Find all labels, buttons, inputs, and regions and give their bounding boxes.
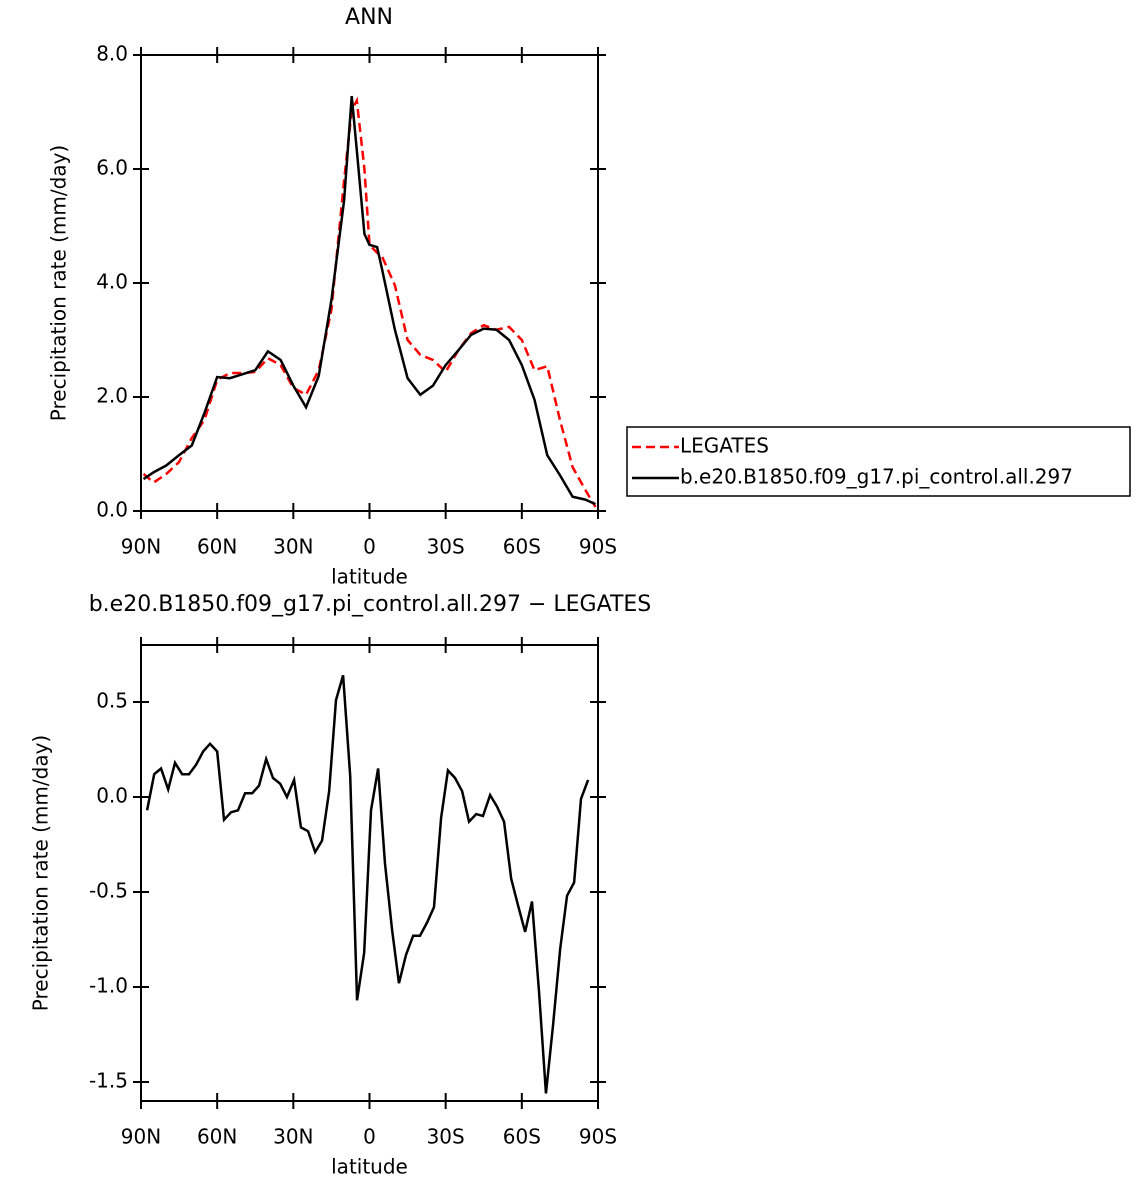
- x-axis-label: latitude: [331, 1155, 408, 1179]
- plot-frame: [140, 54, 599, 512]
- y-tick-label: 0.0: [96, 498, 128, 522]
- x-tick-label: 30N: [273, 535, 313, 559]
- plot-frame: [140, 644, 599, 1102]
- y-tick-label: 4.0: [96, 270, 128, 294]
- x-tick-label: 0: [363, 535, 376, 559]
- legend-label: LEGATES: [680, 434, 769, 458]
- x-tick-label: 30N: [273, 1125, 313, 1149]
- y-tick-label: 0.5: [96, 689, 128, 713]
- y-tick-label: 6.0: [96, 156, 128, 180]
- x-tick-label: 90S: [579, 1125, 617, 1149]
- y-tick-label: -0.5: [89, 879, 128, 903]
- x-tick-label: 60N: [197, 535, 237, 559]
- data-line: [142, 95, 596, 506]
- x-tick-label: 90N: [121, 535, 161, 559]
- y-tick-label: 8.0: [96, 42, 128, 66]
- y-tick-label: -1.5: [89, 1069, 128, 1093]
- x-tick-label: 60S: [503, 535, 541, 559]
- y-axis-label: Precipitation rate (mm/day): [29, 735, 53, 1011]
- x-tick-label: 90N: [121, 1125, 161, 1149]
- x-tick-label: 60N: [197, 1125, 237, 1149]
- y-tick-label: 2.0: [96, 384, 128, 408]
- data-line: [142, 96, 597, 508]
- legend-label: b.e20.B1850.f09_g17.pi_control.all.297: [680, 465, 1073, 489]
- y-tick-label: -1.0: [89, 974, 128, 998]
- x-tick-label: 60S: [503, 1125, 541, 1149]
- x-tick-label: 30S: [427, 535, 465, 559]
- x-tick-label: 30S: [427, 1125, 465, 1149]
- chart-title: ANN: [345, 5, 393, 30]
- legend-box: [626, 426, 1131, 497]
- x-tick-label: 0: [363, 1125, 376, 1149]
- x-axis-label: latitude: [331, 565, 408, 589]
- y-axis-label: Precipitation rate (mm/day): [47, 145, 71, 421]
- chart-title: b.e20.B1850.f09_g17.pi_control.all.297 −…: [89, 592, 652, 617]
- y-tick-label: 0.0: [96, 784, 128, 808]
- data-line: [145, 675, 590, 1094]
- x-tick-label: 90S: [579, 535, 617, 559]
